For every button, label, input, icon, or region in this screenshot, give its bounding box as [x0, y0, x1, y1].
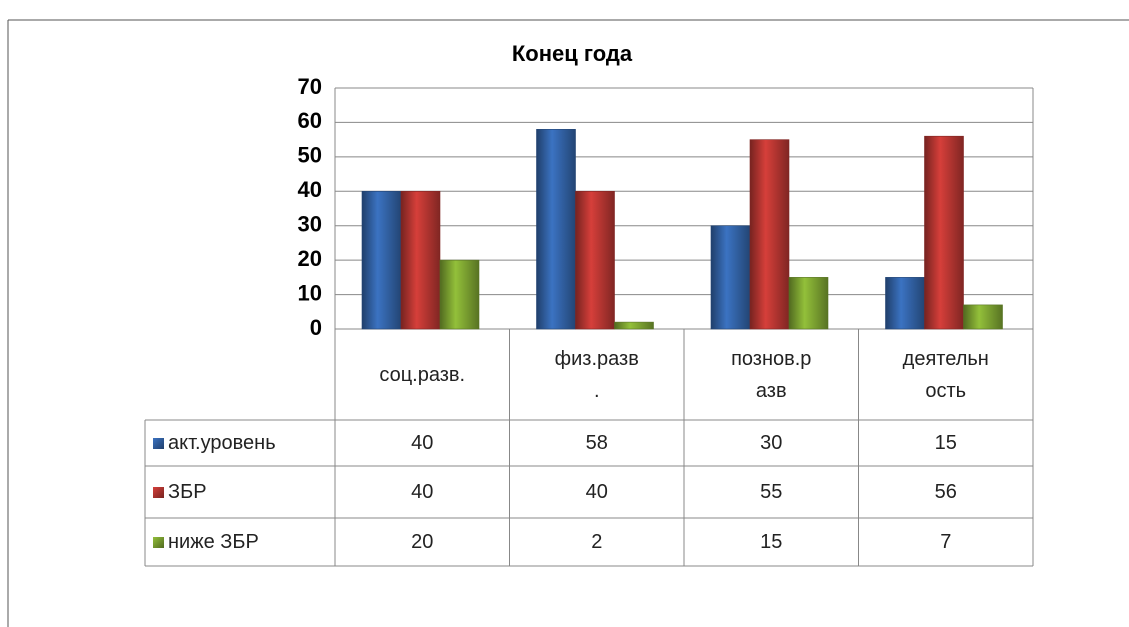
- bar: [361, 190, 402, 330]
- bar: [963, 304, 1003, 330]
- value-cell: 58: [585, 431, 608, 454]
- chart-title: Конец года: [512, 41, 633, 66]
- legend-swatch: [153, 486, 164, 498]
- value-cell: 7: [940, 530, 952, 553]
- value-cell: 20: [411, 530, 434, 553]
- legend-entry: акт.уровень: [145, 420, 335, 466]
- value-cell: 40: [411, 480, 434, 503]
- x-tick-label: соц.разв.: [379, 363, 466, 386]
- bar: [536, 129, 576, 330]
- bar: [749, 139, 790, 330]
- bar: [575, 190, 615, 330]
- y-tick-label: 10: [298, 280, 322, 305]
- bar: [400, 190, 441, 330]
- category-cell: физ.разв.: [510, 329, 685, 420]
- category-cell: соц.разв.: [335, 329, 510, 420]
- value-cell: 2: [591, 530, 603, 553]
- legend-entry: ниже ЗБР: [145, 518, 335, 566]
- value-cell: 30: [760, 431, 783, 454]
- y-tick-label: 50: [298, 143, 322, 168]
- x-tick-label: познов.разв: [731, 347, 812, 402]
- y-tick-label: 60: [298, 108, 322, 133]
- x-tick-label: физ.разв.: [554, 347, 639, 402]
- bar: [788, 277, 829, 330]
- legend-swatch: [153, 536, 164, 548]
- value-cell: 55: [760, 480, 783, 503]
- value-cell: 56: [934, 480, 957, 503]
- y-tick-label: 20: [298, 246, 322, 271]
- value-cell: 40: [411, 431, 434, 454]
- value-cell: 40: [585, 480, 608, 503]
- bar: [885, 277, 925, 330]
- y-tick-label: 40: [298, 177, 322, 202]
- value-cell: 15: [934, 431, 957, 454]
- legend-label: ниже ЗБР: [168, 530, 259, 553]
- legend-entry: ЗБР: [145, 466, 335, 518]
- category-cell: деятельность: [859, 329, 1034, 420]
- category-cell: познов.разв: [684, 329, 859, 420]
- value-cell: 15: [760, 530, 783, 553]
- bar: [710, 225, 751, 330]
- y-tick-label: 30: [298, 212, 322, 237]
- bar: [614, 321, 654, 330]
- y-tick-label: 70: [298, 74, 322, 99]
- bar: [924, 135, 964, 330]
- legend-label: акт.уровень: [168, 431, 276, 454]
- y-tick-label: 0: [310, 315, 322, 340]
- legend-swatch: [153, 437, 164, 449]
- bar: [439, 259, 480, 330]
- legend-label: ЗБР: [168, 480, 207, 503]
- x-tick-label: деятельность: [902, 347, 989, 402]
